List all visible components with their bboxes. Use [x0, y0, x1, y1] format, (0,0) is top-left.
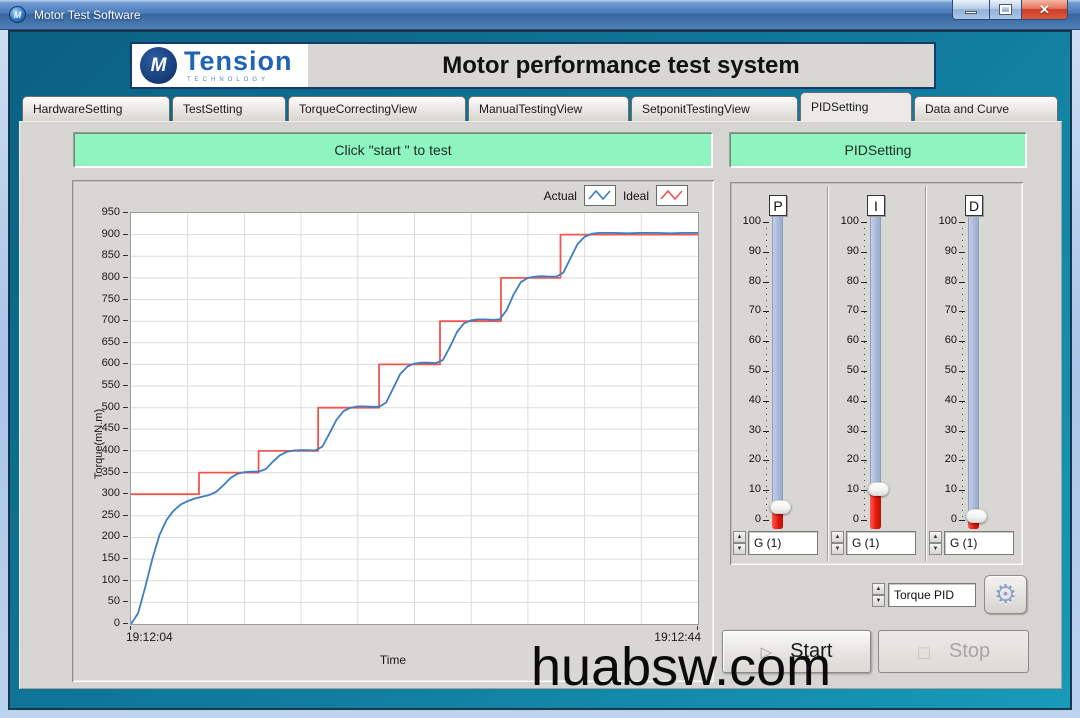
start-button[interactable]: ▷ Start — [722, 630, 871, 673]
p-gain-combo: ▲ ▼ G (1) — [733, 531, 818, 555]
i-gain-field[interactable]: G (1) — [846, 531, 916, 555]
tab-setponittestingview[interactable]: SetponitTestingView — [631, 96, 798, 121]
d-slider-column: 0 10 20 30 40 50 60 70 80 90 100 D ▲ ▼ G (1) — [926, 182, 1023, 565]
y-axis: 0 50 100 150 200 250 300 350 400 450 500 550 600 650 7… — [72, 206, 128, 629]
pidsetting-banner: PIDSetting — [730, 133, 1026, 167]
maximize-icon — [999, 4, 1012, 15]
stop-button[interactable]: □ Stop — [878, 630, 1029, 673]
window-controls: ✕ — [952, 0, 1068, 20]
play-icon: ▷ — [760, 642, 773, 661]
x-tick-start — [130, 626, 131, 630]
d-gain-combo: ▲ ▼ G (1) — [929, 531, 1014, 555]
tab-data-and-curve[interactable]: Data and Curve — [914, 96, 1058, 121]
i-slider-column: 0 10 20 30 40 50 60 70 80 90 100 I ▲ ▼ G (1) — [828, 182, 925, 565]
slider-thumb[interactable] — [770, 500, 791, 515]
window-title: Motor Test Software — [34, 7, 141, 22]
d-slider-label: D — [965, 195, 983, 216]
line-zigzag-icon — [588, 189, 611, 201]
spin-down-icon[interactable]: ▼ — [872, 595, 885, 607]
i-gain-spinner: ▲ ▼ — [831, 531, 844, 555]
spin-up-icon[interactable]: ▲ — [929, 531, 942, 543]
window-titlebar: M Motor Test Software ✕ — [0, 0, 1080, 30]
chart-panel: Actual Ideal Torque(mN.m) 0 50 100 150 200 25… — [72, 180, 714, 682]
d-gain-spinner: ▲ ▼ — [929, 531, 942, 555]
minimize-icon — [965, 11, 977, 14]
tab-testsetting[interactable]: TestSetting — [172, 96, 286, 121]
pid-selector-spinner: ▲ ▼ — [872, 583, 885, 607]
x-axis-title: Time — [379, 653, 407, 667]
legend-ideal-swatch[interactable] — [656, 185, 688, 206]
tab-torquecorrectingview[interactable]: TorqueCorrectingView — [288, 96, 466, 121]
d-gain-field[interactable]: G (1) — [944, 531, 1014, 555]
x-axis-end-time: 19:12:44 — [654, 630, 701, 644]
pid-selector-field[interactable]: Torque PID — [888, 583, 976, 607]
settings-button[interactable]: ⚙ — [984, 575, 1027, 614]
column-divider — [827, 186, 829, 561]
stop-square-icon: □ — [916, 642, 932, 661]
slider-thumb[interactable] — [966, 509, 987, 524]
spin-down-icon[interactable]: ▼ — [733, 543, 746, 555]
legend-actual-swatch[interactable] — [583, 185, 616, 206]
d-slider-scale: 0 10 20 30 40 50 60 70 80 90 100 — [926, 182, 1023, 565]
legend-actual-label: Actual — [543, 188, 577, 203]
torque-curves — [131, 213, 698, 624]
p-gain-field[interactable]: G (1) — [748, 531, 818, 555]
tab-hardwaresetting[interactable]: HardwareSetting — [22, 96, 170, 121]
minimize-button[interactable] — [952, 0, 990, 20]
slider-track[interactable] — [772, 213, 783, 529]
slider-track[interactable] — [968, 213, 979, 529]
column-divider — [925, 186, 927, 561]
gear-icon: ⚙ — [993, 579, 1018, 610]
tab-bar: HardwareSetting TestSetting TorqueCorrec… — [22, 92, 1058, 121]
p-slider-label: P — [769, 195, 787, 216]
brand-subtitle: TECHNOLOGY — [187, 77, 270, 83]
close-icon: ✕ — [1039, 1, 1050, 17]
watermark: huabsw.com — [531, 637, 832, 697]
pid-selector-row: ▲ ▼ Torque PID — [872, 583, 976, 607]
spin-down-icon[interactable]: ▼ — [831, 543, 844, 555]
spin-up-icon[interactable]: ▲ — [831, 531, 844, 543]
close-button[interactable]: ✕ — [1021, 0, 1068, 20]
page-title: Motor performance test system — [442, 51, 800, 79]
maximize-button[interactable] — [990, 0, 1021, 20]
x-axis-start-time: 19:12:04 — [126, 630, 173, 644]
pid-sliders-panel: 0 10 20 30 40 50 60 70 80 90 100 P ▲ ▼ G (1) 0 10 20… — [730, 182, 1023, 565]
tab-manualtestingview[interactable]: ManualTestingView — [468, 96, 629, 121]
p-slider-scale: 0 10 20 30 40 50 60 70 80 90 100 — [730, 182, 827, 565]
spin-up-icon[interactable]: ▲ — [872, 583, 885, 595]
line-zigzag-icon — [660, 189, 683, 201]
x-tick-end — [697, 626, 698, 630]
spin-down-icon[interactable]: ▼ — [929, 543, 942, 555]
tab-pidsetting[interactable]: PIDSetting — [800, 92, 912, 121]
legend-ideal-label: Ideal — [622, 188, 649, 203]
brand-logo: M Tension TECHNOLOGY — [132, 44, 308, 87]
slider-track[interactable] — [870, 213, 881, 529]
app-icon: M — [9, 6, 26, 23]
p-gain-spinner: ▲ ▼ — [733, 531, 746, 555]
chart-legend: Actual Ideal — [544, 185, 688, 206]
brand-name: Tension — [184, 46, 293, 76]
spin-up-icon[interactable]: ▲ — [733, 531, 746, 543]
slider-thumb[interactable] — [868, 482, 889, 497]
p-slider-column: 0 10 20 30 40 50 60 70 80 90 100 P ▲ ▼ G (1) — [730, 182, 827, 565]
i-slider-scale: 0 10 20 30 40 50 60 70 80 90 100 — [828, 182, 925, 565]
brand-logo-icon: M — [140, 47, 177, 84]
stop-button-label: Stop — [949, 640, 991, 662]
header-banner: M Tension TECHNOLOGY Motor performance t… — [130, 42, 936, 89]
status-banner: Click "start " to test — [74, 133, 712, 167]
i-gain-combo: ▲ ▼ G (1) — [831, 531, 916, 555]
plot-area — [130, 212, 699, 625]
i-slider-label: I — [867, 195, 885, 216]
start-button-label: Start — [790, 640, 833, 662]
